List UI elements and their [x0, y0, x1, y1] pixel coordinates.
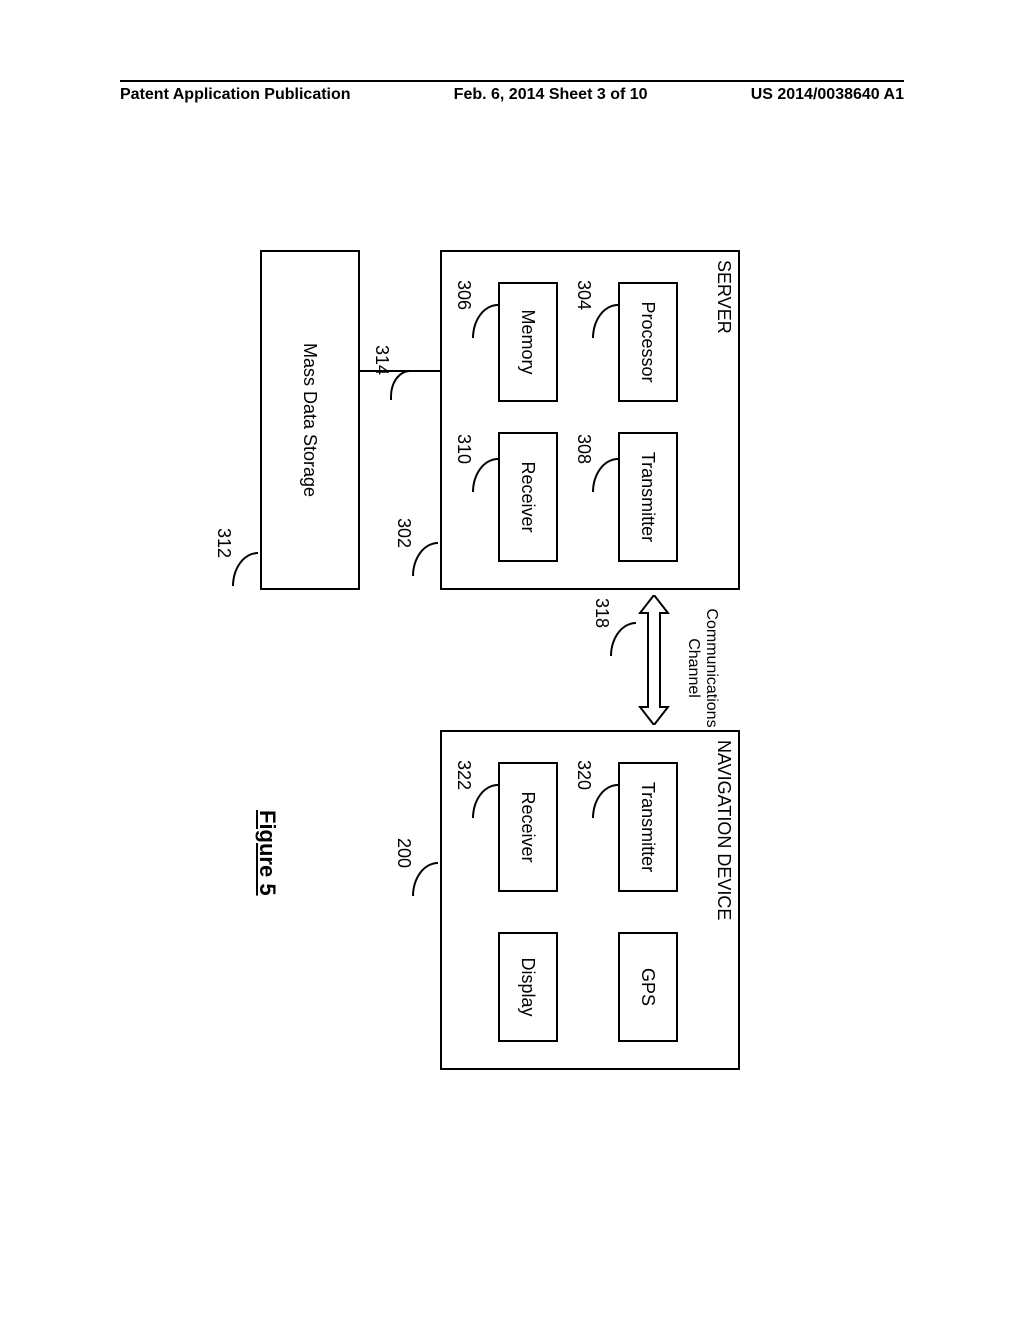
ref-310: 310 [453, 434, 474, 464]
nav-transmitter-box: Transmitter [618, 762, 678, 892]
ref-308: 308 [573, 434, 594, 464]
comm-channel-arrow-icon [638, 595, 670, 725]
nav-title: NAVIGATION DEVICE [713, 740, 734, 920]
ref-200: 200 [393, 838, 414, 868]
patent-header: Patent Application Publication Feb. 6, 2… [120, 80, 904, 104]
mass-data-storage-box: Mass Data Storage [260, 250, 360, 590]
page: Patent Application Publication Feb. 6, 2… [0, 0, 1024, 1320]
lead-arc [232, 552, 258, 586]
ref-322: 322 [453, 760, 474, 790]
nav-gps-box: GPS [618, 932, 678, 1042]
nav-display-label: Display [518, 957, 539, 1016]
lead-arc [412, 542, 438, 576]
server-transmitter-box: Transmitter [618, 432, 678, 562]
server-title: SERVER [713, 260, 734, 334]
mass-data-storage-label: Mass Data Storage [300, 343, 321, 497]
header-center: Feb. 6, 2014 Sheet 3 of 10 [454, 86, 648, 104]
nav-receiver-label: Receiver [518, 791, 539, 862]
server-processor-box: Processor [618, 282, 678, 402]
server-memory-box: Memory [498, 282, 558, 402]
header-right: US 2014/0038640 A1 [751, 86, 904, 104]
server-processor-label: Processor [638, 301, 659, 382]
nav-receiver-box: Receiver [498, 762, 558, 892]
ref-314: 314 [371, 345, 392, 375]
figure-5-diagram: SERVER Processor Memory Transmitter Rece… [20, 250, 870, 970]
lead-arc [390, 370, 410, 400]
ref-304: 304 [573, 280, 594, 310]
nav-transmitter-label: Transmitter [638, 782, 659, 872]
server-memory-label: Memory [518, 309, 539, 374]
comm-line1: Communications [703, 608, 720, 727]
comm-channel-label: Communications Channel [684, 608, 720, 728]
figure-label: Figure 5 [254, 810, 280, 896]
ref-302: 302 [393, 518, 414, 548]
ref-320: 320 [573, 760, 594, 790]
server-receiver-box: Receiver [498, 432, 558, 562]
nav-display-box: Display [498, 932, 558, 1042]
ref-318: 318 [591, 598, 612, 628]
server-transmitter-label: Transmitter [638, 452, 659, 542]
lead-arc [610, 622, 636, 656]
lead-arc [412, 862, 438, 896]
comm-line2: Channel [685, 638, 702, 698]
server-receiver-label: Receiver [518, 461, 539, 532]
nav-gps-label: GPS [638, 968, 659, 1006]
ref-312: 312 [213, 528, 234, 558]
header-left: Patent Application Publication [120, 86, 351, 104]
ref-306: 306 [453, 280, 474, 310]
